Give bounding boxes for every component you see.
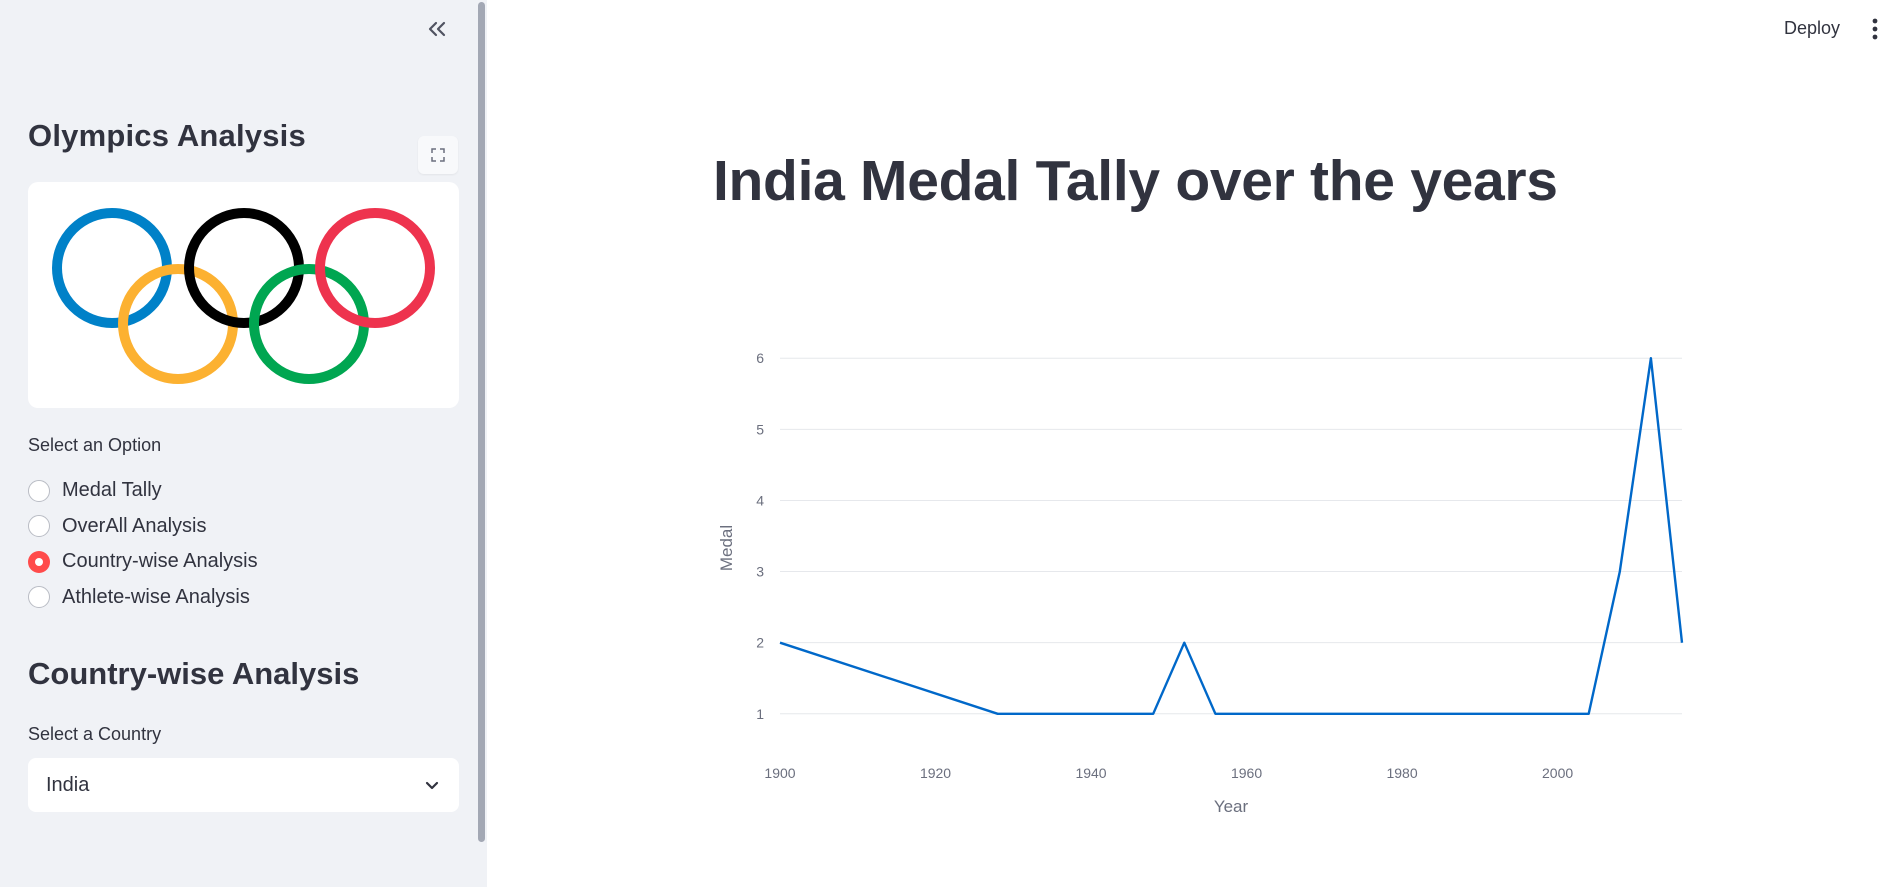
fullscreen-icon: [431, 148, 445, 162]
ring-red: [315, 208, 435, 328]
x-tick-label: 2000: [1542, 765, 1573, 781]
radio-label: Medal Tally: [62, 479, 162, 502]
medal-series-line[interactable]: [779, 357, 1684, 715]
radio-button-icon[interactable]: [28, 586, 50, 609]
y-tick-label: 6: [756, 350, 764, 366]
main-menu-button[interactable]: [1862, 14, 1888, 44]
y-tick-label: 4: [756, 492, 764, 508]
ring-blue: [52, 208, 172, 328]
double-chevron-left-icon: [428, 21, 446, 37]
ring-green: [249, 264, 369, 384]
sidebar: Olympics Analysis Select an Option Medal…: [0, 0, 487, 887]
ring-yellow: [118, 264, 238, 384]
y-tick-label: 2: [756, 635, 764, 651]
x-tick-label: 1920: [920, 765, 951, 781]
country-select-value: India: [46, 773, 90, 796]
x-tick-label: 1960: [1231, 765, 1262, 781]
olympic-rings-logo: [28, 182, 459, 408]
page-title: India Medal Tally over the years: [713, 149, 1558, 213]
country-select[interactable]: India: [28, 758, 459, 812]
x-axis-label: Year: [1214, 797, 1249, 816]
y-tick-label: 3: [756, 564, 764, 580]
radio-label: Athlete-wise Analysis: [62, 585, 250, 608]
radio-country-wise-analysis[interactable]: Country-wise Analysis: [28, 544, 258, 580]
section-heading: Country-wise Analysis: [28, 656, 360, 691]
ring-black: [184, 208, 304, 328]
kebab-menu-icon: [1872, 18, 1878, 40]
y-tick-label: 5: [756, 421, 764, 437]
medal-line-chart: 1 2 3 4 5 6 1900 1920 1940 1960 1980 2000 Year Medal: [717, 350, 1684, 816]
radio-label: OverAll Analysis: [62, 514, 207, 537]
radio-label: Country-wise Analysis: [62, 550, 258, 573]
radio-medal-tally[interactable]: Medal Tally: [28, 473, 258, 509]
option-radio-group: Medal Tally OverAll Analysis Country-wis…: [28, 473, 258, 615]
radio-overall-analysis[interactable]: OverAll Analysis: [28, 509, 258, 545]
chevron-down-icon: [425, 781, 439, 790]
y-axis-label: Medal: [717, 525, 736, 571]
x-tick-label: 1940: [1075, 765, 1106, 781]
radio-athlete-wise-analysis[interactable]: Athlete-wise Analysis: [28, 580, 258, 616]
x-tick-label: 1900: [764, 765, 795, 781]
collapse-sidebar-button[interactable]: [420, 12, 454, 46]
radio-button-icon[interactable]: [28, 479, 50, 502]
option-radio-label: Select an Option: [28, 435, 162, 455]
fullscreen-button[interactable]: [418, 136, 458, 174]
radio-button-icon[interactable]: [28, 515, 50, 538]
deploy-button[interactable]: Deploy: [1784, 17, 1841, 38]
radio-button-selected-icon[interactable]: [28, 550, 50, 573]
country-select-label: Select a Country: [28, 724, 162, 744]
y-tick-label: 1: [756, 706, 764, 722]
sidebar-title: Olympics Analysis: [28, 118, 306, 153]
x-tick-label: 1980: [1386, 765, 1417, 781]
sidebar-scrollbar[interactable]: [478, 2, 485, 842]
